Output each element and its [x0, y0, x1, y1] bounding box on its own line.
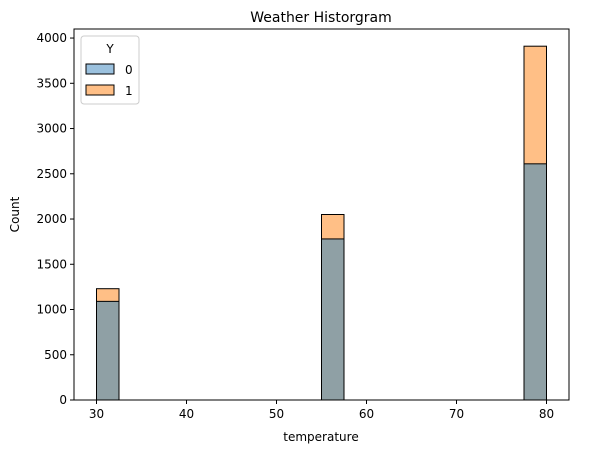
legend-title: Y — [105, 42, 114, 56]
legend-swatch-0 — [85, 63, 115, 75]
y-tick-label-1500: 1500 — [36, 257, 67, 271]
y-tick-label-3500: 3500 — [36, 76, 67, 90]
legend-swatch-1 — [85, 84, 115, 96]
x-tick-label-80: 80 — [539, 407, 554, 421]
y-tick-label-2000: 2000 — [36, 212, 67, 226]
x-axis-ticks: 30 40 50 60 70 80 — [89, 400, 554, 421]
y-tick-label-3000: 3000 — [36, 122, 67, 136]
y-tick-label-1000: 1000 — [36, 303, 67, 317]
legend-label-1: 1 — [125, 84, 133, 98]
y-axis-label: Count — [8, 196, 22, 232]
legend-label-0: 0 — [125, 63, 133, 77]
plot-frame — [73, 28, 570, 401]
bars-group — [96, 45, 547, 401]
y-tick-label-0: 0 — [59, 393, 67, 407]
y-tick-label-2500: 2500 — [36, 167, 67, 181]
x-axis-label: temperature — [283, 430, 358, 444]
bar-series-0-bin-1 — [321, 238, 345, 401]
y-tick-label-500: 500 — [44, 348, 67, 362]
chart-title: Weather Historgram — [250, 10, 392, 26]
legend: Y 0 1 — [80, 35, 140, 105]
bar-series-0-bin-2 — [523, 163, 547, 401]
bar-series-0-bin-0 — [96, 300, 120, 401]
x-tick-label-40: 40 — [179, 407, 194, 421]
y-axis-ticks: 0 500 1000 1500 2000 2500 3000 3500 4000 — [36, 31, 74, 407]
x-tick-label-60: 60 — [359, 407, 374, 421]
x-tick-label-50: 50 — [269, 407, 284, 421]
y-tick-label-4000: 4000 — [36, 31, 67, 45]
x-tick-label-30: 30 — [89, 407, 104, 421]
x-tick-label-70: 70 — [449, 407, 464, 421]
